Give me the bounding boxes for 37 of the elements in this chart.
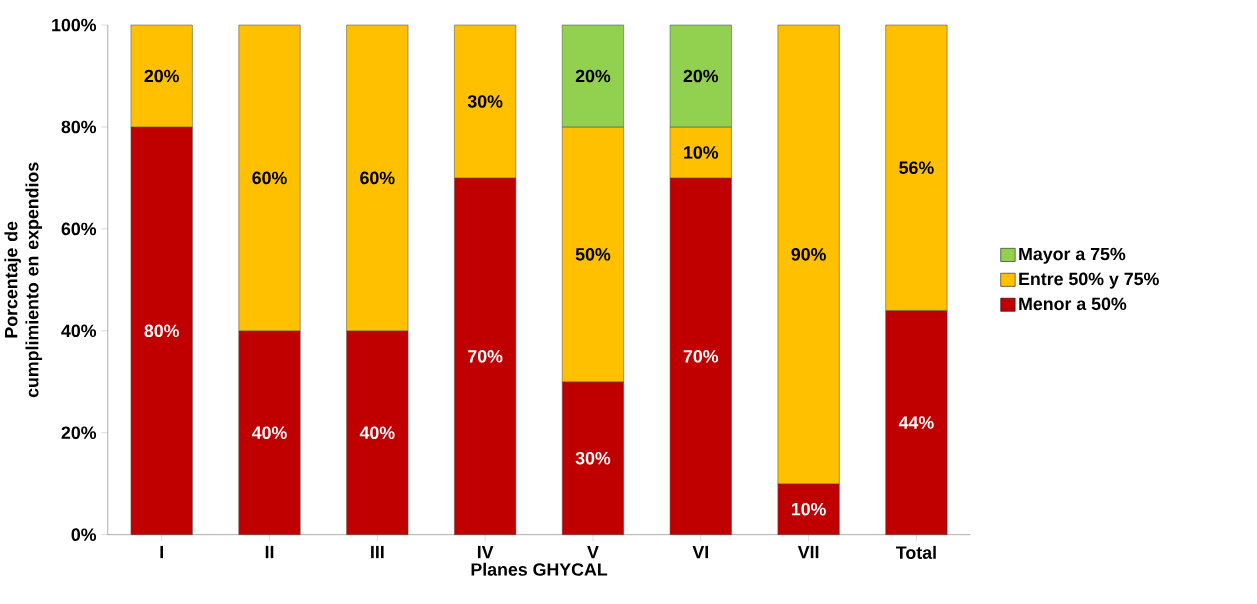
data-label: 60%	[252, 171, 287, 184]
y-tick-label: 40%	[61, 324, 97, 337]
y-tick-label: 20%	[61, 426, 97, 439]
legend-label: Entre 50% y 75%	[1019, 272, 1159, 289]
data-label: 30%	[575, 451, 611, 465]
data-label: 90%	[791, 247, 826, 261]
y-axis-title: Porcentaje de cumplimiento en expendios	[4, 162, 43, 397]
data-label: 30%	[467, 94, 503, 108]
y-tick-label: 60%	[61, 222, 97, 235]
data-label: 44%	[898, 416, 934, 429]
data-label: 10%	[684, 145, 719, 159]
data-label: 60%	[360, 171, 395, 184]
y-tick-label: 100%	[52, 18, 97, 32]
x-tick-label: V	[587, 545, 599, 558]
data-label: 10%	[791, 502, 826, 516]
data-label: 20%	[144, 69, 180, 83]
data-label: 80%	[144, 324, 180, 337]
x-tick-label: III	[371, 545, 384, 558]
data-label: 70%	[683, 349, 719, 363]
legend-label: Menor a 50%	[1019, 297, 1127, 310]
x-tick-label: II	[265, 545, 274, 558]
data-label: 50%	[575, 247, 611, 261]
data-label: 56%	[899, 161, 934, 174]
y-tick-label: 0%	[71, 528, 97, 541]
data-label: 70%	[468, 349, 503, 363]
data-label: 40%	[251, 426, 287, 439]
data-label: 20%	[575, 69, 611, 83]
x-tick-label: IV	[477, 545, 494, 558]
x-tick-label: VI	[692, 545, 708, 558]
x-tick-label: VII	[797, 545, 819, 558]
y-tick-label: 80%	[61, 120, 97, 134]
x-axis-title: Planes GHYCAL	[471, 562, 608, 576]
x-tick-label: Total	[896, 545, 936, 559]
data-label: 20%	[683, 69, 719, 83]
x-tick-label: I	[160, 545, 163, 558]
data-label: 40%	[359, 426, 395, 439]
legend-label: Mayor a 75%	[1019, 247, 1126, 264]
